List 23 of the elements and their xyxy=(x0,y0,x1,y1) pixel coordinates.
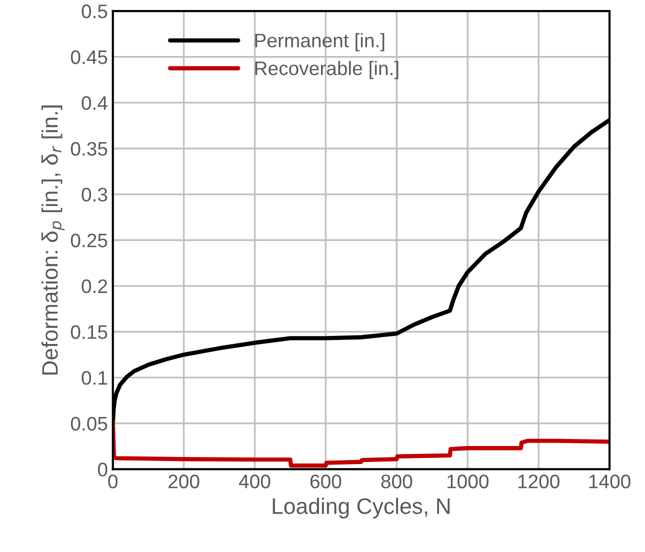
x-tick-label: 0 xyxy=(108,474,118,488)
legend-label: Recoverable [in.] xyxy=(255,60,398,80)
y-axis-title: Deformation: δ$_{p}$ [in.], δ$_{r}$ [in.] xyxy=(42,106,64,375)
y-tick-label: 0.45 xyxy=(70,50,108,64)
y-tick-label: 0.1 xyxy=(82,371,108,385)
y-tick-label: 0 xyxy=(98,462,108,476)
legend-label: Permanent [in.] xyxy=(255,33,384,52)
x-tick-label: 800 xyxy=(381,474,412,488)
y-tick-label: 0.4 xyxy=(82,96,108,110)
y-tick-label: 0.25 xyxy=(70,234,108,248)
x-tick-label: 400 xyxy=(239,474,270,488)
x-tick-label: 1400 xyxy=(589,474,630,488)
x-tick-label: 1000 xyxy=(447,474,488,488)
y-tick-label: 0.5 xyxy=(82,4,108,18)
x-tick-label: 200 xyxy=(168,474,200,488)
x-axis-title: Loading Cycles, N xyxy=(272,498,450,518)
x-tick-label: 600 xyxy=(310,474,342,488)
x-tick-label: 1200 xyxy=(518,474,560,488)
y-tick-label: 0.35 xyxy=(70,142,108,156)
y-tick-label: 0.3 xyxy=(82,188,108,202)
y-tick-label: 0.05 xyxy=(70,416,108,431)
y-tick-label: 0.2 xyxy=(82,279,108,294)
y-tick-label: 0.15 xyxy=(70,325,108,339)
